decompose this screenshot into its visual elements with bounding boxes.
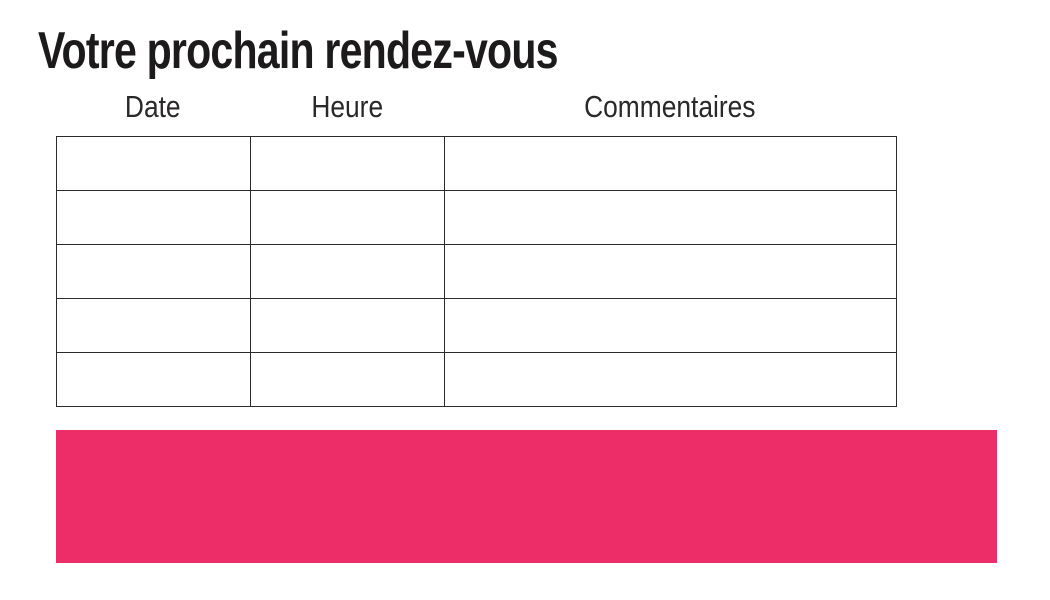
column-header-date: Date: [56, 89, 250, 125]
appointments-table-body: [56, 136, 897, 407]
table-cell: [56, 136, 251, 191]
table-cell: [444, 298, 897, 353]
table-cell: [56, 352, 251, 407]
table-cell: [56, 190, 251, 245]
table-cell: [250, 352, 445, 407]
table-cell: [250, 190, 445, 245]
table-row: [56, 136, 897, 191]
table-row: [56, 352, 897, 407]
column-header-label: Date: [125, 89, 181, 124]
table-row: [56, 298, 897, 353]
table-cell: [250, 298, 445, 353]
page-title: Votre prochain rendez-vous: [38, 22, 558, 80]
appointments-table: [56, 136, 897, 407]
table-row: [56, 190, 897, 245]
table-cell: [444, 136, 897, 191]
table-cell: [444, 244, 897, 299]
column-header-commentaires: Commentaires: [444, 89, 896, 125]
column-header-label: Heure: [311, 89, 383, 124]
table-cell: [250, 244, 445, 299]
column-header-label: Commentaires: [584, 89, 756, 124]
table-row: [56, 244, 897, 299]
table-cell: [444, 190, 897, 245]
table-cell: [444, 352, 897, 407]
table-cell: [56, 298, 251, 353]
highlight-block: [56, 430, 997, 563]
table-cell: [250, 136, 445, 191]
table-cell: [56, 244, 251, 299]
table-column-headers: Date Heure Commentaires: [56, 89, 896, 125]
column-header-heure: Heure: [250, 89, 444, 125]
